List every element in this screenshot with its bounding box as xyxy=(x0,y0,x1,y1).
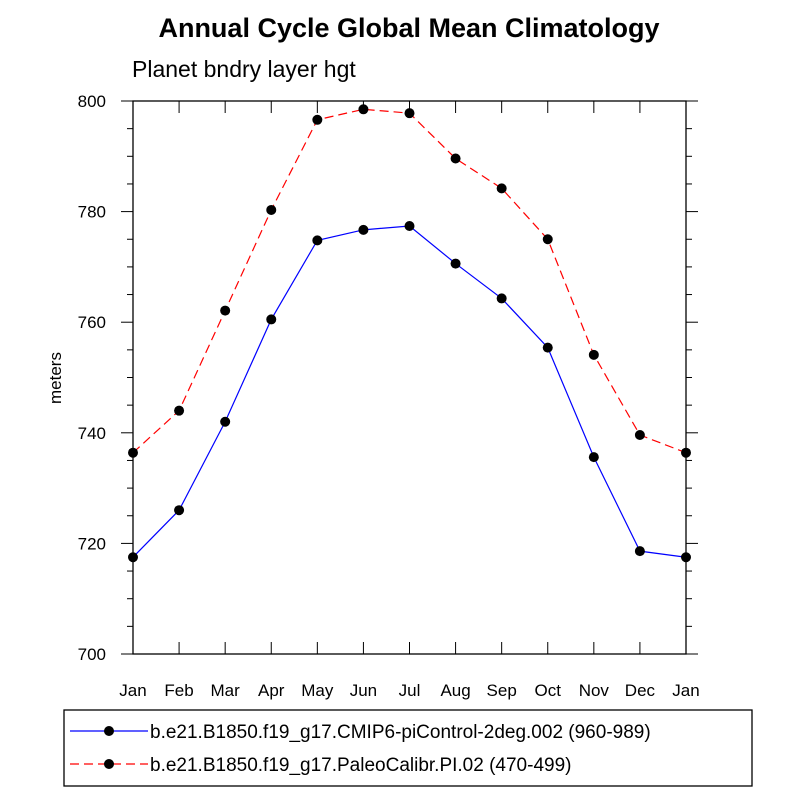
x-tick-label: Jul xyxy=(399,681,421,700)
data-point xyxy=(312,114,323,125)
x-tick-label: Feb xyxy=(164,681,193,700)
y-tick-label: 760 xyxy=(78,313,106,332)
data-point xyxy=(450,153,461,164)
x-tick-label: Dec xyxy=(625,681,656,700)
series-line-1 xyxy=(132,108,687,454)
chart-title: Annual Cycle Global Mean Climatology xyxy=(158,13,659,43)
legend-label-1: b.e21.B1850.f19_g17.PaleoCalibr.PI.02 (4… xyxy=(150,755,571,776)
x-tick-label: Nov xyxy=(579,681,610,700)
data-point xyxy=(634,546,645,557)
data-point xyxy=(266,314,277,325)
data-point xyxy=(542,234,553,245)
x-tick-label: Oct xyxy=(535,681,562,700)
data-point xyxy=(312,235,323,246)
data-point xyxy=(220,305,231,316)
chart-subtitle: Planet bndry layer hgt xyxy=(132,56,356,82)
series-line-0 xyxy=(132,225,687,558)
y-tick-label: 740 xyxy=(78,424,106,443)
data-point xyxy=(404,220,415,231)
series-layer xyxy=(128,104,691,563)
y-axis-label: meters xyxy=(46,352,65,404)
data-point xyxy=(496,293,507,304)
data-point xyxy=(588,452,599,463)
y-tick-label: 720 xyxy=(78,534,106,553)
data-point xyxy=(358,224,369,235)
x-tick-label: Jun xyxy=(350,681,377,700)
legend-marker xyxy=(104,759,114,769)
y-tick-label: 800 xyxy=(78,92,106,111)
data-point xyxy=(681,447,691,458)
data-point xyxy=(174,405,185,416)
x-tick-label: May xyxy=(301,681,334,700)
x-tick-label: Jan xyxy=(119,681,146,700)
legend-box xyxy=(63,709,753,787)
data-point xyxy=(174,505,185,516)
data-point xyxy=(588,349,599,360)
x-tick-label: Jan xyxy=(672,681,699,700)
y-tick-label: 780 xyxy=(78,203,106,222)
x-tick-label: Mar xyxy=(211,681,241,700)
ticks-layer: Jan Feb Mar Apr May Jun Jul Aug Sep Oct Nov Dec Jan 7… xyxy=(78,92,700,700)
x-tick-label: Sep xyxy=(487,681,517,700)
legend-marker xyxy=(104,726,114,736)
data-point xyxy=(496,183,507,194)
data-point xyxy=(358,104,369,115)
y-tick-label: 700 xyxy=(78,645,106,664)
data-point xyxy=(450,258,461,269)
data-point xyxy=(681,552,691,563)
data-point xyxy=(266,204,277,215)
legend: b.e21.B1850.f19_g17.CMIP6-piControl-2deg… xyxy=(70,722,651,776)
data-point xyxy=(542,342,553,353)
data-point xyxy=(404,108,415,119)
data-point xyxy=(128,552,138,563)
data-point xyxy=(128,447,138,458)
legend-label-0: b.e21.B1850.f19_g17.CMIP6-piControl-2deg… xyxy=(150,722,651,743)
x-tick-label: Apr xyxy=(258,681,285,700)
data-point xyxy=(220,416,231,427)
x-tick-label: Aug xyxy=(440,681,470,700)
data-point xyxy=(634,430,645,441)
plot-frame xyxy=(132,100,687,655)
